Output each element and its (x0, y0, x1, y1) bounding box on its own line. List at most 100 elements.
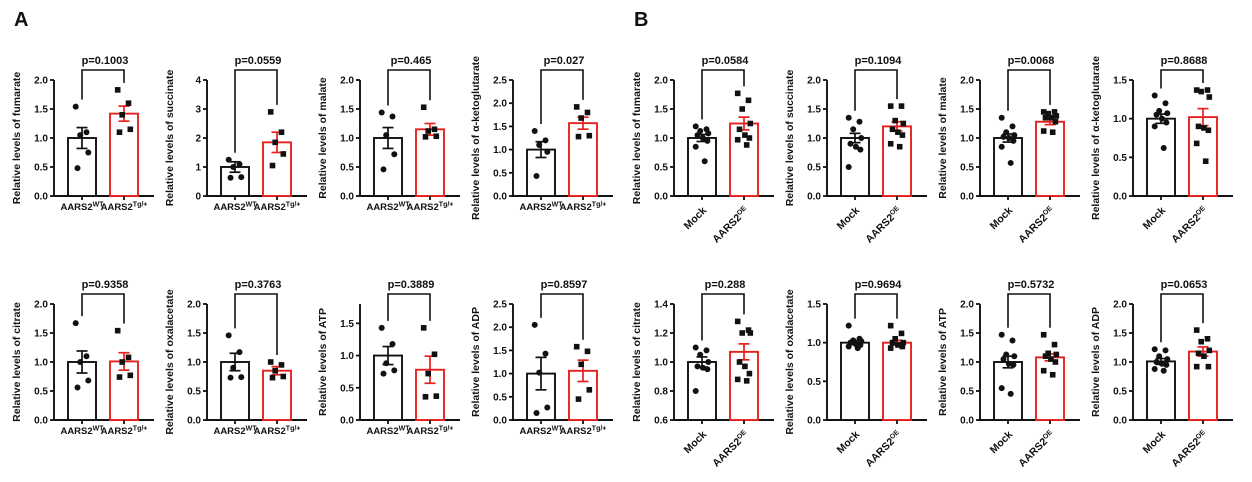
chart-a-8: 0.0 0.5 1.0 1.5 2.0 2.5 Relative levels of ADP… (467, 256, 620, 480)
data-point (705, 359, 712, 365)
y-tick-label: 1.5 (1113, 329, 1127, 340)
significance-bracket (387, 293, 431, 321)
data-point (1164, 356, 1171, 363)
y-axis-title: Relative levels of fumarate (11, 72, 23, 205)
x-category-label: AARS2Tg/+ (407, 426, 454, 438)
data-points-1 (1151, 92, 1171, 152)
data-point (1151, 365, 1158, 372)
data-points-1 (845, 114, 865, 170)
y-tick-label: 0.5 (493, 168, 507, 179)
bar-group-1 (526, 140, 556, 197)
data-point (72, 103, 79, 110)
data-point (573, 104, 580, 110)
y-tick-label: 0.0 (493, 416, 507, 427)
bar (840, 137, 870, 197)
x-category-label: AARS2OE (863, 428, 904, 469)
data-point (238, 374, 245, 381)
data-point (1045, 350, 1051, 357)
data-point (544, 404, 551, 411)
data-point (227, 374, 234, 381)
data-point (238, 174, 245, 181)
data-point (1158, 360, 1165, 367)
data-point (533, 410, 540, 417)
y-tick-label: 1.5 (34, 105, 48, 116)
data-point (116, 374, 123, 380)
data-point (533, 173, 540, 180)
data-point (236, 349, 243, 356)
y-tick-label: 1.5 (807, 105, 821, 116)
data-point (389, 340, 396, 347)
data-point (743, 378, 750, 384)
y-tick-label: 0.0 (960, 192, 974, 203)
data-point (692, 143, 699, 150)
y-tick-label: 2.0 (960, 300, 974, 311)
data-point (584, 109, 591, 116)
data-point (1205, 363, 1212, 370)
chart-svg: 0.0 0.5 1.0 1.5 Relative levels of α-ketoglu… (1090, 55, 1233, 245)
y-tick-label: 1.0 (1113, 358, 1127, 369)
data-point (845, 164, 852, 170)
data-points-1 (225, 156, 245, 181)
bar (1188, 350, 1218, 421)
chart-svg: 0.0 0.5 1.0 1.5 2.0 Relative levels of malate… (317, 55, 460, 214)
data-points-2 (1040, 109, 1060, 135)
y-ticks: 0.0 0.5 1.0 1.5 2.0 (654, 76, 674, 203)
data-point (1048, 114, 1054, 121)
data-point (699, 364, 706, 371)
significance-bracket (81, 69, 125, 100)
significance-bracket (1007, 69, 1051, 111)
data-points-1 (531, 321, 551, 417)
y-ticks: 0.0 0.5 1.0 1.5 (807, 300, 827, 427)
x-category-label: AARS2WT (366, 202, 410, 214)
data-point (267, 109, 274, 115)
y-tick-label: 1.2 (654, 329, 668, 340)
chart-b-6: 0.0 0.5 1.0 1.5 Relative levels of oxalaceta… (781, 256, 934, 480)
chart-svg: 0.0 0.5 1.0 1.5 2.0 Relative levels of ADP p=0… (1090, 279, 1233, 469)
x-category-label: AARS2OE (863, 204, 904, 245)
x-category-label: Mock (835, 429, 863, 457)
data-points-1 (692, 123, 712, 165)
data-point (889, 126, 896, 133)
x-category-label: AARS2WT (60, 426, 104, 438)
y-tick-label: 1 (195, 163, 201, 174)
data-point (900, 339, 907, 346)
data-point (1153, 111, 1160, 118)
data-point (705, 130, 712, 137)
x-category-label: AARS2WT (519, 426, 563, 438)
chart-b-4: 0.0 0.5 1.0 1.5 Relative levels of α-ketoglu… (1087, 32, 1240, 256)
y-tick-label: 1.0 (960, 358, 974, 369)
y-axis-title: Relative levels of α-ketoglutarate (1090, 56, 1102, 220)
bar (882, 341, 912, 421)
significance-bracket (234, 293, 278, 355)
y-axis-title: Relative levels of oxalacetate (164, 289, 176, 434)
bar (262, 369, 292, 421)
p-value-label: p=0.9694 (855, 279, 903, 291)
data-point (1163, 119, 1170, 126)
bar-group-1 (526, 356, 556, 421)
y-tick-label: 0.5 (340, 163, 354, 174)
data-point (896, 143, 903, 150)
data-point (1010, 361, 1017, 368)
y-tick-label: 1.5 (340, 105, 354, 116)
data-point (692, 123, 699, 130)
data-point (857, 146, 864, 153)
p-value-label: p=0.288 (705, 279, 746, 291)
bar (687, 137, 717, 197)
data-point (845, 343, 852, 350)
y-tick-label: 1.0 (340, 351, 354, 362)
data-point (1053, 351, 1060, 358)
bar-group-1 (373, 126, 403, 197)
p-value-label: p=0.465 (391, 55, 432, 67)
data-point (531, 128, 538, 135)
p-value-label: p=0.1003 (82, 55, 129, 67)
data-point (433, 393, 440, 399)
x-category-label: AARS2Tg/+ (254, 202, 301, 214)
y-tick-label: 0.6 (654, 416, 668, 427)
data-point (383, 360, 390, 367)
x-category-label: AARS2Tg/+ (407, 202, 454, 214)
chart-a-5: 0.0 0.5 1.0 1.5 2.0 Relative levels of citrat… (8, 256, 161, 480)
bar-group-2 (729, 343, 759, 421)
y-tick-label: 2 (195, 134, 201, 145)
data-point (272, 139, 278, 146)
data-point (998, 143, 1005, 150)
